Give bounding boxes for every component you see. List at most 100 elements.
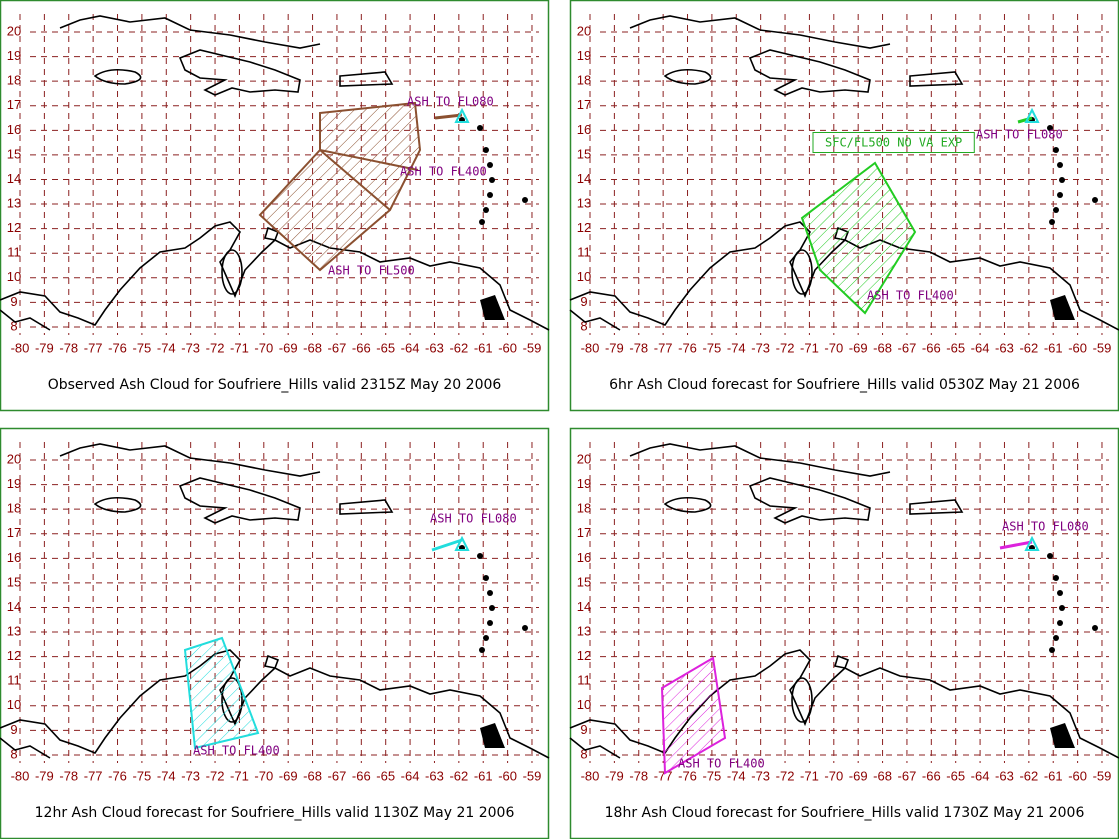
lon-label: -68 bbox=[873, 340, 892, 355]
lat-label: 13 bbox=[7, 623, 21, 638]
lat-label: 18 bbox=[577, 501, 591, 516]
island bbox=[479, 219, 485, 225]
lon-label: -60 bbox=[498, 340, 517, 355]
island bbox=[1092, 197, 1098, 203]
coastline bbox=[263, 226, 280, 241]
lon-label: -61 bbox=[474, 340, 493, 355]
lon-label: -59 bbox=[523, 768, 542, 783]
lat-label: 9 bbox=[10, 722, 17, 737]
lat-label: 16 bbox=[577, 122, 591, 137]
lon-label: -66 bbox=[352, 340, 371, 355]
island bbox=[1057, 162, 1063, 168]
lat-label: 10 bbox=[7, 269, 21, 284]
lon-label: -73 bbox=[751, 340, 770, 355]
lon-label: -71 bbox=[230, 340, 249, 355]
lon-label: -66 bbox=[922, 768, 941, 783]
lon-label: -59 bbox=[1093, 340, 1112, 355]
lat-label: 18 bbox=[7, 501, 21, 516]
lat-label: 16 bbox=[7, 122, 21, 137]
ash-cloud bbox=[660, 656, 727, 775]
island bbox=[489, 605, 495, 611]
lake bbox=[791, 677, 813, 723]
coastline bbox=[178, 49, 301, 96]
lat-label: 11 bbox=[577, 673, 591, 688]
lon-label: -64 bbox=[401, 340, 420, 355]
ash-label: SFC/FL500 NO VA EXP bbox=[825, 136, 962, 150]
lat-label: 10 bbox=[7, 697, 21, 712]
ash-label: ASH TO FL400 bbox=[678, 757, 765, 771]
island bbox=[1049, 219, 1055, 225]
lon-label: -76 bbox=[678, 340, 697, 355]
lon-label: -61 bbox=[1044, 340, 1063, 355]
coastline bbox=[569, 309, 621, 331]
ash-label: ASH TO FL400 bbox=[867, 289, 954, 303]
lon-label: -68 bbox=[303, 340, 322, 355]
coastline bbox=[0, 737, 51, 759]
island bbox=[1059, 605, 1065, 611]
coastline bbox=[569, 737, 621, 759]
island bbox=[522, 197, 528, 203]
lat-label: 15 bbox=[7, 574, 21, 589]
lon-label: -80 bbox=[11, 340, 30, 355]
lon-label: -64 bbox=[401, 768, 420, 783]
lon-label: -69 bbox=[279, 340, 298, 355]
lat-label: 20 bbox=[7, 23, 21, 38]
ash-label: ASH TO FL400 bbox=[193, 744, 280, 758]
lat-label: 15 bbox=[577, 574, 591, 589]
lon-label: -79 bbox=[605, 340, 624, 355]
lat-label: 18 bbox=[577, 73, 591, 88]
lon-label: -73 bbox=[181, 340, 200, 355]
lon-label: -63 bbox=[425, 340, 444, 355]
island bbox=[480, 723, 505, 748]
coastline bbox=[663, 496, 712, 513]
island bbox=[483, 207, 489, 213]
ash-label: ASH TO FL080 bbox=[430, 512, 517, 526]
island bbox=[1053, 575, 1059, 581]
ash-cloud bbox=[434, 113, 463, 120]
lon-label: -75 bbox=[703, 340, 722, 355]
lon-label: -69 bbox=[849, 768, 868, 783]
coastline bbox=[0, 309, 51, 331]
lon-label: -74 bbox=[157, 340, 176, 355]
lon-label: -63 bbox=[425, 768, 444, 783]
lon-label: -73 bbox=[751, 768, 770, 783]
coastline bbox=[909, 71, 964, 87]
lon-label: -67 bbox=[328, 768, 347, 783]
lon-label: -67 bbox=[898, 768, 917, 783]
lat-label: 12 bbox=[577, 648, 591, 663]
coastline bbox=[748, 49, 871, 96]
coastline bbox=[93, 68, 142, 85]
lon-label: -59 bbox=[523, 340, 542, 355]
lon-label: -72 bbox=[206, 340, 225, 355]
lon-label: -74 bbox=[727, 340, 746, 355]
island bbox=[483, 575, 489, 581]
lon-label: -78 bbox=[629, 340, 648, 355]
lon-label: -62 bbox=[449, 340, 468, 355]
ash-cloud bbox=[800, 161, 917, 315]
volcano-marker bbox=[1024, 107, 1040, 123]
lon-label: -61 bbox=[1044, 768, 1063, 783]
lon-label: -60 bbox=[1068, 340, 1087, 355]
ash-label: ASH TO FL080 bbox=[1002, 520, 1089, 534]
coastline bbox=[339, 71, 394, 87]
lon-label: -67 bbox=[328, 340, 347, 355]
island bbox=[487, 162, 493, 168]
lon-label: -74 bbox=[157, 768, 176, 783]
ash-label: ASH TO FL500 bbox=[328, 264, 415, 278]
ash-cloud bbox=[431, 538, 463, 552]
island bbox=[483, 635, 489, 641]
caption: Observed Ash Cloud for Soufriere_Hills v… bbox=[48, 377, 502, 393]
island bbox=[477, 125, 483, 131]
lon-label: -72 bbox=[776, 340, 795, 355]
lon-label: -66 bbox=[352, 768, 371, 783]
lon-label: -63 bbox=[995, 768, 1014, 783]
lat-label: 9 bbox=[580, 294, 587, 309]
lat-label: 17 bbox=[7, 525, 21, 540]
island bbox=[480, 295, 505, 320]
lon-label: -79 bbox=[35, 768, 54, 783]
lon-label: -64 bbox=[971, 768, 990, 783]
lon-label: -61 bbox=[474, 768, 493, 783]
lon-label: -80 bbox=[581, 768, 600, 783]
